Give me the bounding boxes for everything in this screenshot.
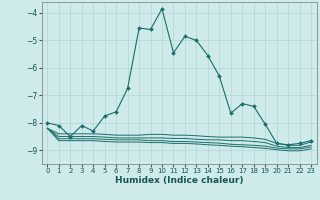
X-axis label: Humidex (Indice chaleur): Humidex (Indice chaleur) bbox=[115, 176, 244, 185]
